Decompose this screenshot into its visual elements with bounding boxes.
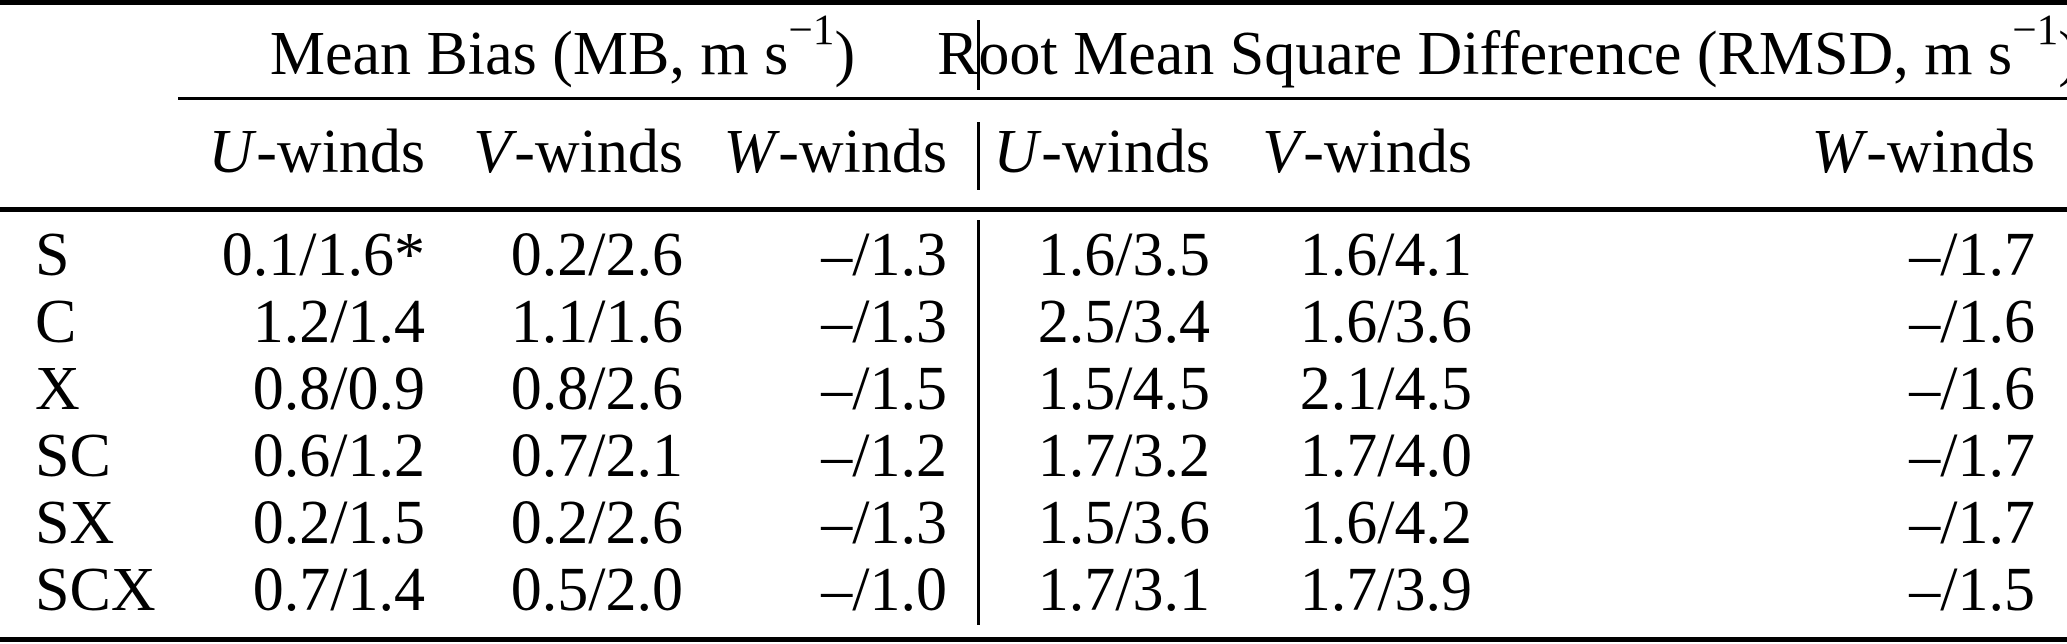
w-letter: W bbox=[1811, 118, 1864, 186]
col-header-mb-w-winds: W -winds bbox=[683, 98, 947, 207]
cell-rmsd-v: 1.6/4.2 bbox=[1299, 489, 1472, 557]
cell-mb-w: –/1.3 bbox=[821, 221, 947, 289]
cell-mb-w: –/1.3 bbox=[821, 288, 947, 356]
mb-group-header: Mean Bias (MB, m s −1) bbox=[178, 6, 947, 98]
bottom-rule bbox=[0, 637, 2067, 642]
cell-mb-v: 0.2/2.6 bbox=[510, 489, 683, 557]
col-header-rmsd-w-winds: W -winds bbox=[1472, 98, 2035, 207]
subheader-blank-cell bbox=[35, 98, 178, 207]
winds-suffix: -winds bbox=[1866, 118, 2035, 186]
col-header-mb-u-winds: U -winds bbox=[178, 98, 425, 207]
row-spacer-cell bbox=[947, 222, 981, 289]
column-divider-segment-top bbox=[977, 20, 980, 90]
cell-mb-v: 0.7/2.1 bbox=[510, 422, 683, 490]
cell-rmsd-u: 1.5/3.6 bbox=[1037, 489, 1210, 557]
column-divider-segment-middle bbox=[977, 122, 980, 190]
cell-rmsd-u: 1.7/3.1 bbox=[1037, 556, 1210, 624]
winds-suffix: -winds bbox=[778, 118, 947, 186]
cell-rmsd-w: –/1.6 bbox=[1909, 288, 2035, 356]
cell-rmsd-u: 1.5/4.5 bbox=[1037, 355, 1210, 423]
cell-mb-u: 0.1/1.6* bbox=[221, 221, 425, 289]
column-divider-segment-body bbox=[977, 220, 980, 625]
row-label: S bbox=[35, 221, 70, 289]
cell-mb-v: 0.5/2.0 bbox=[510, 556, 683, 624]
cell-rmsd-w: –/1.7 bbox=[1909, 422, 2035, 490]
cell-rmsd-v: 1.6/3.6 bbox=[1299, 288, 1472, 356]
cell-rmsd-w: –/1.5 bbox=[1909, 556, 2035, 624]
cell-mb-v: 0.8/2.6 bbox=[510, 355, 683, 423]
cell-mb-v: 1.1/1.6 bbox=[510, 288, 683, 356]
col-header-rmsd-u-winds: U -winds bbox=[981, 98, 1210, 207]
winds-suffix: -winds bbox=[1303, 118, 1472, 186]
cell-mb-u: 0.6/1.2 bbox=[252, 422, 425, 490]
subheader-spacer-cell bbox=[947, 98, 981, 207]
table-grid: Mean Bias (MB, m s −1) Root Mean Square D… bbox=[35, 6, 2067, 624]
mb-header-superscript: −1 bbox=[788, 6, 835, 55]
row-spacer-cell bbox=[947, 423, 981, 490]
cell-rmsd-v: 1.6/4.1 bbox=[1299, 221, 1472, 289]
col-header-rmsd-v-winds: V -winds bbox=[1210, 98, 1472, 207]
cell-rmsd-v: 1.7/4.0 bbox=[1299, 422, 1472, 490]
mb-header-close: ) bbox=[834, 19, 856, 88]
row-spacer-cell bbox=[947, 289, 981, 356]
cell-rmsd-w: –/1.6 bbox=[1909, 355, 2035, 423]
v-letter: V bbox=[1262, 118, 1301, 186]
u-letter: U bbox=[993, 118, 1039, 186]
cell-mb-w: –/1.2 bbox=[821, 422, 947, 490]
cell-rmsd-u: 1.6/3.5 bbox=[1037, 221, 1210, 289]
cell-mb-w: –/1.3 bbox=[821, 489, 947, 557]
u-letter: U bbox=[208, 118, 254, 186]
col-header-mb-v-winds: V -winds bbox=[425, 98, 683, 207]
row-label: X bbox=[35, 355, 80, 423]
cell-rmsd-u: 2.5/3.4 bbox=[1037, 288, 1210, 356]
winds-suffix: -winds bbox=[256, 118, 425, 186]
top-rule bbox=[0, 0, 2067, 5]
cell-mb-u: 0.7/1.4 bbox=[252, 556, 425, 624]
row-label: C bbox=[35, 288, 77, 356]
rmsd-group-header: Root Mean Square Difference (RMSD, m s −1… bbox=[937, 6, 2067, 98]
w-letter: W bbox=[723, 118, 776, 186]
row-label: SX bbox=[35, 489, 115, 557]
row-spacer-cell bbox=[947, 490, 981, 557]
row-spacer-cell bbox=[947, 356, 981, 423]
rmsd-header-superscript: −1 bbox=[2012, 6, 2059, 55]
cell-mb-w: –/1.0 bbox=[821, 556, 947, 624]
cell-rmsd-v: 1.7/3.9 bbox=[1299, 556, 1472, 624]
cell-rmsd-w: –/1.7 bbox=[1909, 221, 2035, 289]
winds-suffix: -winds bbox=[514, 118, 683, 186]
cell-rmsd-v: 2.1/4.5 bbox=[1299, 355, 1472, 423]
row-spacer-cell bbox=[947, 557, 981, 624]
cell-rmsd-w: –/1.7 bbox=[1909, 489, 2035, 557]
corner-blank-cell bbox=[35, 10, 178, 98]
header-body-rule bbox=[0, 207, 2067, 212]
v-letter: V bbox=[473, 118, 512, 186]
row-label: SCX bbox=[35, 556, 156, 624]
rmsd-header-text: Root Mean Square Difference (RMSD, m s bbox=[937, 19, 2013, 88]
mb-header-text: Mean Bias (MB, m s bbox=[269, 19, 789, 88]
row-label: SC bbox=[35, 422, 111, 490]
cell-mb-w: –/1.5 bbox=[821, 355, 947, 423]
cell-rmsd-u: 1.7/3.2 bbox=[1037, 422, 1210, 490]
cell-mb-u: 0.2/1.5 bbox=[252, 489, 425, 557]
cell-mb-u: 0.8/0.9 bbox=[252, 355, 425, 423]
winds-suffix: -winds bbox=[1041, 118, 1210, 186]
cell-mb-u: 1.2/1.4 bbox=[252, 288, 425, 356]
rmsd-header-close: ) bbox=[2058, 19, 2067, 90]
cell-mb-v: 0.2/2.6 bbox=[510, 221, 683, 289]
group-header-rule bbox=[178, 97, 2067, 100]
